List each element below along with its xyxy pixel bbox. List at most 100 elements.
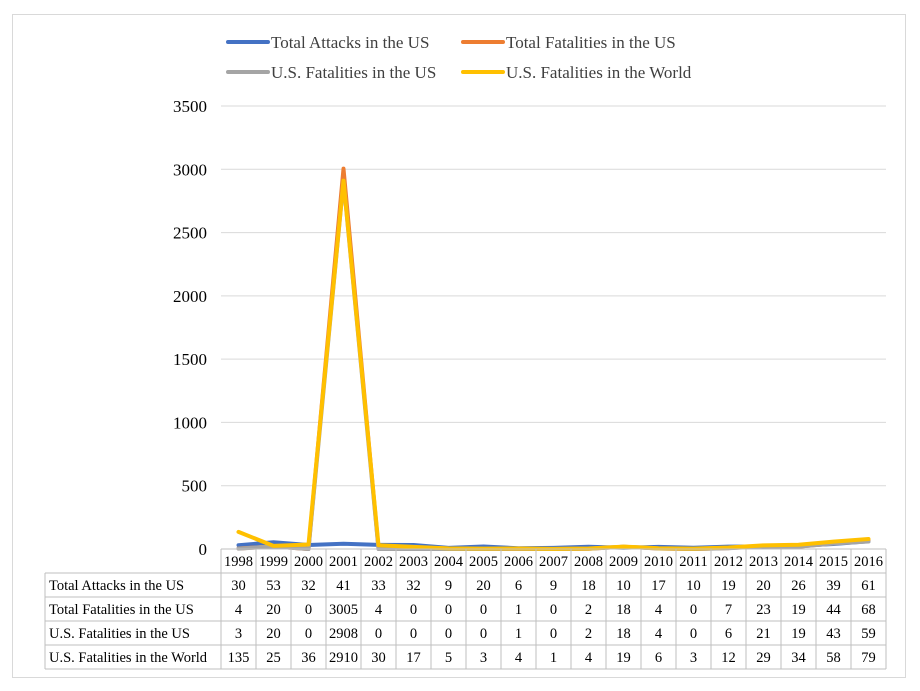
table-header-2005: 2005 xyxy=(469,554,498,570)
table-cell-s2-2013: 23 xyxy=(756,602,771,618)
table-cell-s1-2006: 6 xyxy=(515,578,522,594)
table-cell-s4-2010: 6 xyxy=(655,650,662,666)
table-row-label-2: Total Fatalities in the US xyxy=(49,602,194,618)
table-cell-s1-2001: 41 xyxy=(336,578,351,594)
table-cell-s1-2007: 9 xyxy=(550,578,557,594)
y-tick-label-2000: 2000 xyxy=(173,287,207,306)
table-header-2007: 2007 xyxy=(539,554,568,570)
table-cell-s3-2002: 0 xyxy=(375,626,382,642)
table-cell-s1-1999: 53 xyxy=(266,578,281,594)
table-header-2016: 2016 xyxy=(854,554,883,570)
table-cell-s3-2010: 4 xyxy=(655,626,663,642)
table-cell-s4-2001: 2910 xyxy=(329,650,358,666)
table-header-2015: 2015 xyxy=(819,554,848,570)
table-cell-s4-2016: 79 xyxy=(861,650,876,666)
y-tick-label-500: 500 xyxy=(182,477,208,496)
table-cell-s1-2009: 10 xyxy=(616,578,631,594)
table-cell-s4-2011: 3 xyxy=(690,650,697,666)
table-cell-s1-2003: 32 xyxy=(406,578,421,594)
y-tick-label-1500: 1500 xyxy=(173,350,207,369)
table-cell-s2-2004: 0 xyxy=(445,602,452,618)
y-tick-label-3000: 3000 xyxy=(173,160,207,179)
table-cell-s4-2013: 29 xyxy=(756,650,771,666)
table-header-2012: 2012 xyxy=(714,554,743,570)
table-cell-s2-2003: 0 xyxy=(410,602,417,618)
table-header-2003: 2003 xyxy=(399,554,428,570)
table-header-2002: 2002 xyxy=(364,554,393,570)
table-header-1998: 1998 xyxy=(224,554,253,570)
table-header-2004: 2004 xyxy=(434,554,464,570)
series-line-3 xyxy=(236,178,871,551)
table-header-2008: 2008 xyxy=(574,554,603,570)
table-cell-s1-2013: 20 xyxy=(756,578,771,594)
table-cell-s3-2007: 0 xyxy=(550,626,557,642)
table-cell-s4-2015: 58 xyxy=(826,650,841,666)
table-cell-s3-2006: 1 xyxy=(515,626,522,642)
table-cell-s1-2015: 39 xyxy=(826,578,841,594)
table-cell-s3-2001: 2908 xyxy=(329,626,358,642)
table-cell-s1-2010: 17 xyxy=(651,578,666,594)
table-cell-s3-2014: 19 xyxy=(791,626,806,642)
table-cell-s3-2000: 0 xyxy=(305,626,312,642)
table-cell-s2-2002: 4 xyxy=(375,602,383,618)
table-cell-s2-1999: 20 xyxy=(266,602,281,618)
table-row-label-4: U.S. Fatalities in the World xyxy=(49,650,208,666)
table-cell-s1-2002: 33 xyxy=(371,578,386,594)
table-header-1999: 1999 xyxy=(259,554,288,570)
table-cell-s1-2011: 10 xyxy=(686,578,701,594)
y-tick-label-1000: 1000 xyxy=(173,413,207,432)
y-tick-label-0: 0 xyxy=(199,540,208,559)
table-cell-s4-2000: 36 xyxy=(301,650,316,666)
table-cell-s4-2014: 34 xyxy=(791,650,806,666)
table-cell-s3-2004: 0 xyxy=(445,626,452,642)
table-cell-s1-2012: 19 xyxy=(721,578,736,594)
table-cell-s1-2000: 32 xyxy=(301,578,316,594)
table-cell-s4-2009: 19 xyxy=(616,650,631,666)
table-header-2001: 2001 xyxy=(329,554,358,570)
table-cell-s1-2005: 20 xyxy=(476,578,491,594)
table-cell-s2-2000: 0 xyxy=(305,602,312,618)
table-cell-s3-2013: 21 xyxy=(756,626,771,642)
table-cell-s4-2006: 4 xyxy=(515,650,523,666)
table-cell-s2-2016: 68 xyxy=(861,602,876,618)
y-tick-label-2500: 2500 xyxy=(173,224,207,243)
y-tick-label-3500: 3500 xyxy=(173,97,207,116)
table-cell-s3-2008: 2 xyxy=(585,626,592,642)
table-cell-s3-2003: 0 xyxy=(410,626,417,642)
table-cell-s2-2008: 2 xyxy=(585,602,592,618)
table-row-label-1: Total Attacks in the US xyxy=(49,578,184,594)
table-cell-s3-2011: 0 xyxy=(690,626,697,642)
table-cell-s3-1998: 3 xyxy=(235,626,242,642)
legend-label-1: Total Attacks in the US xyxy=(271,33,429,52)
table-cell-s3-1999: 20 xyxy=(266,626,281,642)
table-header-2000: 2000 xyxy=(294,554,323,570)
table-cell-s2-2001: 3005 xyxy=(329,602,358,618)
legend-label-2: Total Fatalities in the US xyxy=(506,33,676,52)
table-cell-s2-2012: 7 xyxy=(725,602,732,618)
table-cell-s2-2005: 0 xyxy=(480,602,487,618)
table-cell-s2-2014: 19 xyxy=(791,602,806,618)
table-header-2010: 2010 xyxy=(644,554,673,570)
table-cell-s2-1998: 4 xyxy=(235,602,243,618)
table-cell-s2-2011: 0 xyxy=(690,602,697,618)
table-cell-s1-2008: 18 xyxy=(581,578,596,594)
table-cell-s4-2007: 1 xyxy=(550,650,557,666)
legend-label-3: U.S. Fatalities in the US xyxy=(271,63,436,82)
table-header-2009: 2009 xyxy=(609,554,638,570)
table-cell-s1-1998: 30 xyxy=(231,578,246,594)
table-header-2006: 2006 xyxy=(504,554,533,570)
table-header-2011: 2011 xyxy=(679,554,707,570)
legend-label-4: U.S. Fatalities in the World xyxy=(506,63,692,82)
table-cell-s1-2016: 61 xyxy=(861,578,876,594)
table-cell-s1-2004: 9 xyxy=(445,578,452,594)
table-header-2014: 2014 xyxy=(784,554,814,570)
table-cell-s4-2012: 12 xyxy=(721,650,736,666)
table-header-2013: 2013 xyxy=(749,554,778,570)
table-cell-s2-2015: 44 xyxy=(826,602,841,618)
table-cell-s4-2003: 17 xyxy=(406,650,421,666)
table-cell-s1-2014: 26 xyxy=(791,578,806,594)
table-cell-s4-2008: 4 xyxy=(585,650,593,666)
table-cell-s3-2005: 0 xyxy=(480,626,487,642)
table-cell-s4-2005: 3 xyxy=(480,650,487,666)
table-cell-s2-2010: 4 xyxy=(655,602,663,618)
